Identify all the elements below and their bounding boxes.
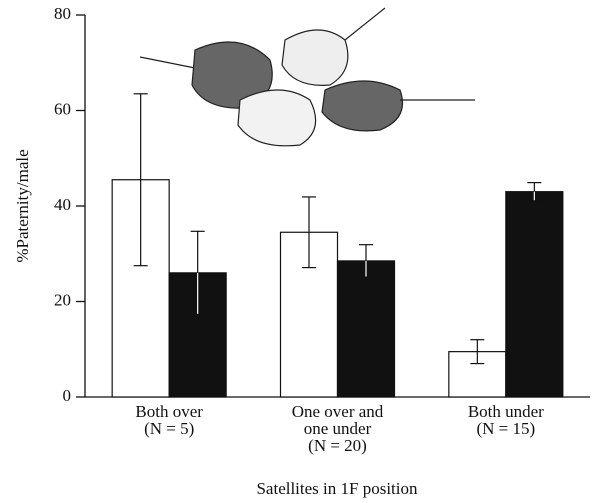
x-tick-label: Both over <box>135 402 203 421</box>
x-axis-label: Satellites in 1F position <box>256 479 418 498</box>
crab-illustration <box>139 7 475 147</box>
y-tick-label: 60 <box>54 99 71 118</box>
error-bar <box>470 339 485 365</box>
x-tick-label: one under <box>304 419 372 438</box>
y-tick-label: 80 <box>54 4 71 23</box>
bar <box>505 191 564 398</box>
bar <box>336 260 396 398</box>
y-tick-label: 0 <box>63 386 72 405</box>
y-tick-label: 40 <box>54 195 71 214</box>
y-tick-label: 20 <box>54 290 71 309</box>
y-axis-label: %Paternity/male <box>13 149 32 262</box>
crab-shell <box>191 41 273 109</box>
x-tick-label: Both under <box>468 402 544 421</box>
crab-shell <box>237 89 317 147</box>
error-bar <box>359 244 373 278</box>
error-bar <box>302 196 316 269</box>
crab-tail <box>344 7 386 41</box>
x-tick-label: One over and <box>292 402 384 421</box>
x-tick-label: (N = 15) <box>476 419 535 438</box>
crab-shell <box>281 29 349 86</box>
x-tick-label: (N = 20) <box>308 436 367 455</box>
error-bar <box>190 230 205 315</box>
error-bar <box>527 182 542 202</box>
x-tick-label: (N = 5) <box>144 419 194 438</box>
crab-shell <box>321 80 404 132</box>
error-bar <box>133 93 148 267</box>
